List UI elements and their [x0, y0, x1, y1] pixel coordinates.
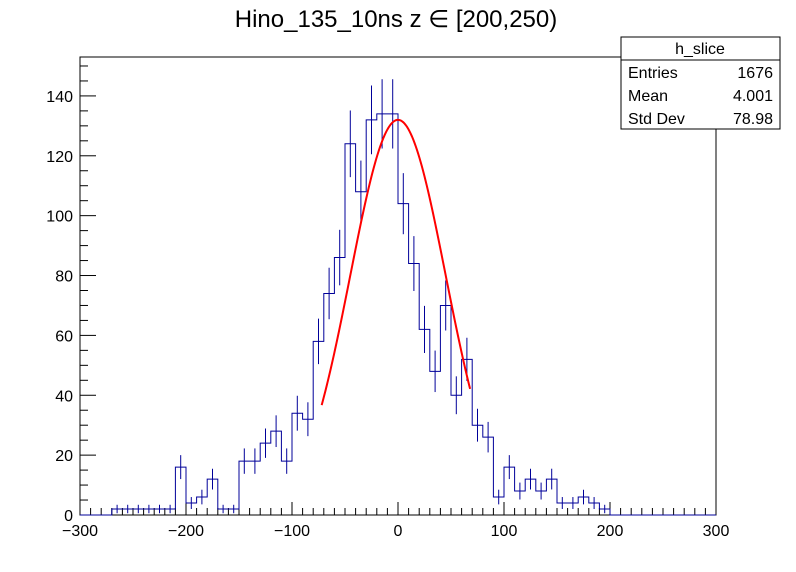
stats-entries-label: Entries [628, 65, 678, 82]
x-tick-label: 100 [491, 523, 518, 540]
gaussian-fit-curve [320, 118, 472, 406]
y-tick-label: 40 [55, 388, 73, 405]
x-tick-label: 200 [597, 523, 624, 540]
stats-box: h_slice Entries 1676 Mean 4.001 Std Dev … [620, 36, 781, 130]
histogram-outline [80, 113, 716, 516]
x-axis: −300 −200 −100 0 100 200 300 [62, 502, 729, 540]
y-tick-label: 80 [55, 269, 73, 286]
x-tick-label: 0 [394, 523, 403, 540]
stats-mean-label: Mean [628, 88, 668, 105]
x-tick-label: −300 [62, 523, 98, 540]
y-tick-label: 100 [46, 209, 73, 226]
histogram-bins [80, 79, 716, 516]
x-tick-label: 300 [703, 523, 730, 540]
y-tick-label: 140 [46, 89, 73, 106]
stats-entries-value: 1676 [737, 65, 773, 82]
stats-stddev-label: Std Dev [628, 111, 685, 128]
y-axis: 0 20 40 60 80 100 120 140 [46, 65, 96, 525]
fit-curve-group [320, 118, 472, 406]
stats-box-frame [620, 36, 781, 130]
stats-stddev-value: 78.98 [733, 111, 773, 128]
x-tick-label: −200 [168, 523, 204, 540]
y-tick-label: 120 [46, 149, 73, 166]
stats-box-title: h_slice [675, 41, 725, 58]
chart-title: Hino_135_10ns z ∈ [200,250) [235, 6, 557, 33]
y-tick-label: 60 [55, 328, 73, 345]
stats-mean-value: 4.001 [733, 88, 773, 105]
y-tick-label: 20 [55, 448, 73, 465]
y-tick-label: 0 [64, 508, 73, 525]
x-tick-label: −100 [274, 523, 310, 540]
